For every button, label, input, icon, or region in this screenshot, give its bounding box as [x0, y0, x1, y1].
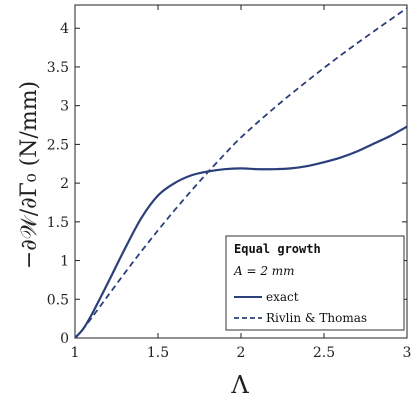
y-tick-label: 3.5 [47, 60, 69, 76]
y-tick-label: 2 [60, 176, 69, 192]
y-tick-label: 2.5 [47, 137, 69, 153]
series-line-exact [74, 125, 408, 339]
x-tick-label: 1.5 [147, 345, 169, 361]
y-tick-label: 1.5 [47, 215, 69, 231]
series-layer [74, 7, 408, 339]
y-tick-label: 0 [60, 331, 69, 347]
y-tick-label: 4 [60, 21, 69, 37]
legend: Equal growth A = 2 mm exact Rivlin & Tho… [225, 235, 405, 331]
legend-subtitle: A = 2 mm [233, 264, 295, 278]
x-tick-label: 2 [237, 345, 246, 361]
y-tick-label: 3 [60, 99, 69, 115]
x-tick-label: 3 [403, 345, 412, 361]
y-tick-label: 1 [60, 254, 69, 270]
legend-title: Equal growth [234, 242, 321, 256]
y-tick-label: 0.5 [47, 292, 69, 308]
x-tick-label: 2.5 [313, 345, 335, 361]
ticks: 1 1.5 2 2.5 3 0 0.5 1 1.5 2 2.5 3 3.5 4 [47, 5, 412, 361]
legend-box [225, 235, 405, 331]
x-tick-label: 1 [71, 345, 80, 361]
x-axis-label: Λ [230, 371, 249, 399]
legend-exact-label: exact [266, 290, 299, 304]
legend-rivlin-label: Rivlin & Thomas [266, 311, 367, 325]
series-line-rivlin-thomas [74, 7, 408, 339]
y-axis-label: −∂𝒲/∂Γ₀ (N/mm) [17, 81, 42, 269]
